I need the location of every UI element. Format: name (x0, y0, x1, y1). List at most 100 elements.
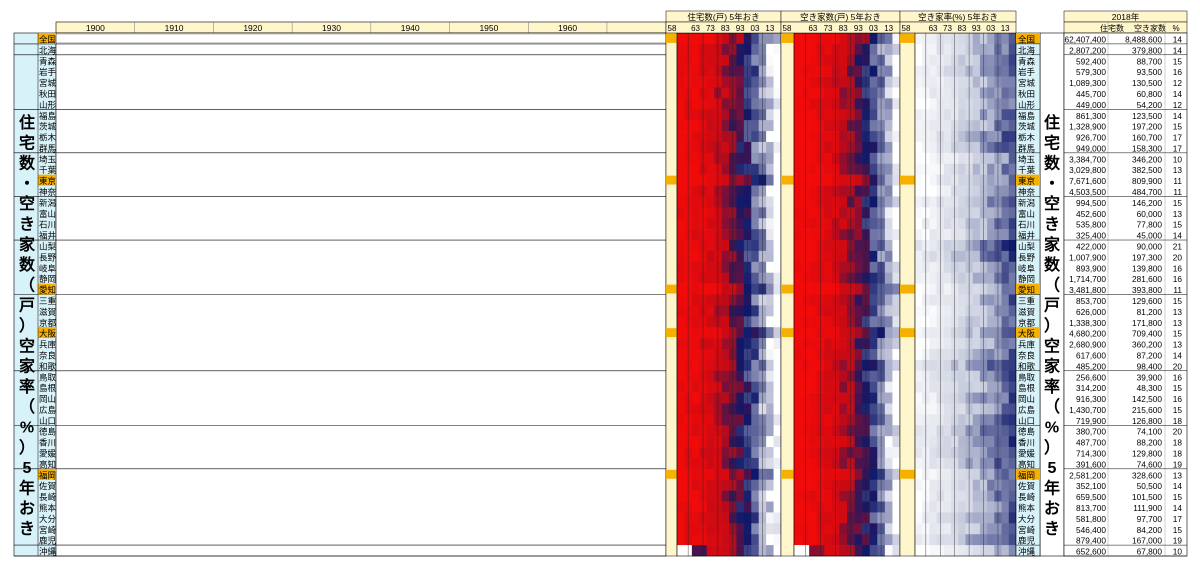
heatmap-cell (1001, 359, 1010, 372)
heatmap-cell (854, 294, 863, 306)
heatmap-cell (809, 131, 818, 143)
heatmap-cell (854, 98, 863, 110)
heatmap-cell (773, 229, 782, 241)
heatmap-cell (706, 109, 715, 121)
pref-label-left: 広島 (39, 405, 57, 415)
heatmap-cell (892, 381, 901, 393)
heatmap-cell (929, 316, 937, 328)
pref-label-right: 栃木 (1018, 133, 1036, 143)
heatmap-cell (824, 468, 833, 481)
heatmap-cell (677, 359, 685, 372)
heatmap-cell (958, 174, 966, 186)
summary-vacant-value: 130,500 (1132, 78, 1162, 88)
heatmap-cell (958, 381, 966, 393)
heatmap-cell (691, 348, 700, 361)
heatmap-cell (766, 229, 774, 241)
heatmap-cell (1008, 141, 1017, 154)
summary-houses-value: 452,600 (1076, 209, 1106, 219)
pref-label-left: 愛媛 (39, 449, 57, 459)
summary-vacant-value: 360,200 (1132, 340, 1162, 350)
heatmap-cell (794, 196, 802, 208)
heatmap-cell (915, 370, 923, 382)
heatmap-cell (892, 348, 901, 361)
heatmap-cell (766, 479, 774, 491)
heatmap-cell (915, 490, 923, 502)
heatmap-cell (958, 98, 966, 110)
heatmap-cell (958, 338, 966, 350)
heatmap-cell (1001, 403, 1010, 415)
heatmap-cell (972, 305, 981, 317)
heatmap-cell (892, 250, 901, 263)
heatmap-cell (1001, 152, 1010, 165)
heatmap-cell (809, 436, 818, 448)
heatmap-cell (929, 207, 937, 219)
heatmap-cell (794, 185, 802, 197)
pref-label-left: 香川 (39, 438, 56, 448)
heatmap-cell (766, 218, 774, 230)
summary-vacant-value: 146,200 (1132, 198, 1162, 208)
heatmap-cell (915, 447, 923, 459)
heatmap-cell (721, 381, 730, 393)
heatmap-cell (751, 283, 760, 295)
heatmap-cell (706, 545, 715, 557)
summary-rate-value: 15 (1173, 329, 1183, 339)
heatmap-cell (751, 141, 760, 154)
heatmap-cell (884, 250, 893, 263)
heatmap-cell (773, 163, 782, 175)
heatmap-cell (943, 457, 952, 470)
heatmap-cell (794, 523, 802, 535)
heatmap-cell (721, 457, 730, 470)
heatmap-cell (854, 327, 863, 339)
side-title-char: 5 (23, 460, 32, 477)
pref-label-left: 埼玉 (39, 154, 57, 164)
heatmap-cell (884, 327, 893, 339)
heatmap-cell (736, 33, 745, 45)
heatmap-cell (869, 196, 878, 208)
heatmap-cell (736, 65, 745, 77)
heatmap-cell (915, 152, 923, 165)
heatmap-cell (794, 392, 802, 404)
heatmap-cell (824, 512, 833, 524)
heatmap-cell (751, 174, 760, 186)
heatmap-cell (1008, 512, 1017, 524)
heatmap-title: 住宅数(戸) 5年おき (687, 12, 759, 22)
heatmap-cell (892, 436, 901, 448)
heatmap-cell (892, 229, 901, 241)
heatmap-cell (839, 512, 848, 524)
summary-houses-value: 4,503,500 (1069, 187, 1106, 197)
heatmap-cell (869, 98, 878, 110)
heatmap-cell (736, 54, 745, 66)
heatmap-cell (1008, 381, 1017, 393)
summary-houses-value: 7,671,600 (1069, 176, 1106, 186)
summary-rate-value: 17 (1173, 143, 1183, 153)
pref-label-left: 三重 (39, 296, 57, 306)
heatmap-cell (809, 283, 818, 295)
heatmap-cell (706, 131, 715, 143)
pref-label-right: 埼玉 (1018, 154, 1036, 164)
summary-houses-value: 994,500 (1076, 198, 1106, 208)
pref-label-right: 福島 (1018, 111, 1036, 121)
summary-houses-value: 617,600 (1076, 350, 1106, 360)
summary-vacant-value: 77,800 (1137, 220, 1163, 230)
heatmap-cell (809, 414, 818, 426)
heatmap-cell (1008, 229, 1017, 241)
heatmap-cell (809, 54, 818, 66)
heatmap-cell (677, 207, 685, 219)
heatmap-cell (794, 229, 802, 241)
heatmap-cell (794, 348, 802, 361)
heatmap-cell (794, 54, 802, 66)
heatmap-cell (809, 490, 818, 502)
heatmap-cell (824, 501, 833, 513)
heatmap-cell (677, 261, 685, 274)
side-title-char-right: き (1044, 216, 1060, 234)
heatmap-cell (751, 43, 760, 56)
heatmap-cell (706, 185, 715, 197)
pref-label-left: 島根 (39, 383, 57, 393)
pref-label-right: 岩手 (1018, 67, 1036, 77)
heatmap-cell (958, 163, 966, 175)
pref-label-left: 秋田 (39, 89, 56, 99)
heatmap-cell (677, 327, 685, 339)
heatmap-cell (1008, 436, 1017, 448)
pref-label-right: 鹿児 (1018, 536, 1036, 546)
heatmap-cell (751, 414, 760, 426)
